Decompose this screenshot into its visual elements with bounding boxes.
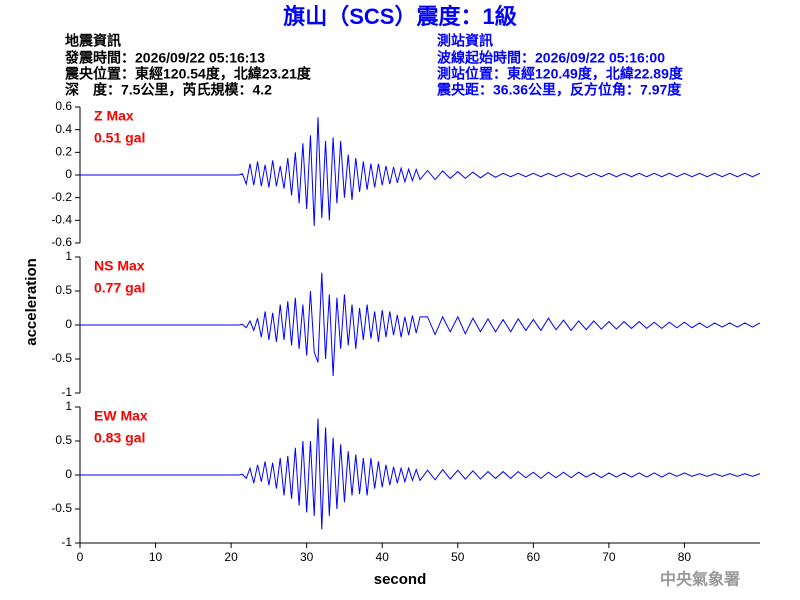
info-right: 測站資訊 波線起始時間：2026/09/22 05:16:00 測站位置：東經1…: [436, 33, 684, 98]
y-tick-label: 0: [65, 317, 72, 331]
x-tick-label: 60: [527, 550, 541, 564]
component-label: EW Max: [94, 408, 148, 424]
x-tick-label: 30: [300, 550, 314, 564]
waveform: [80, 272, 761, 377]
y-tick-label: -0.5: [51, 501, 72, 515]
info-line: 地震資訊: [65, 33, 121, 49]
y-tick-label: 1: [65, 249, 72, 263]
max-label: 0.83 gal: [94, 430, 145, 446]
y-axis-label: acceleration: [23, 258, 40, 346]
y-tick-label: 0: [65, 467, 72, 481]
info-line: 震央位置：東經120.54度，北緯23.21度: [64, 66, 312, 82]
info-line: 震央距：36.36公里，反方位角：7.97度: [436, 82, 682, 98]
info-line: 測站資訊: [437, 33, 493, 49]
info-line: 深 度：7.5公里，芮氏規模：4.2: [65, 82, 272, 98]
x-tick-label: 0: [77, 550, 84, 564]
waveform: [80, 418, 761, 530]
y-tick-label: 0.2: [55, 145, 72, 159]
component-label: Z Max: [94, 108, 134, 124]
x-tick-label: 70: [602, 550, 616, 564]
x-tick-label: 10: [149, 550, 163, 564]
y-tick-label: -1: [61, 385, 72, 399]
x-axis-label: second: [374, 571, 427, 588]
y-tick-label: 0.5: [55, 283, 72, 297]
y-tick-label: -0.4: [51, 213, 72, 227]
component-label: NS Max: [94, 258, 145, 274]
x-tick-label: 20: [224, 550, 238, 564]
waveform: [80, 117, 761, 227]
info-left: 地震資訊 發震時間：2026/09/22 05:16:13 震央位置：東經120…: [64, 33, 312, 98]
x-tick-label: 80: [678, 550, 692, 564]
y-tick-label: -0.6: [51, 235, 72, 249]
y-tick-label: 0.6: [55, 99, 72, 113]
max-label: 0.51 gal: [94, 130, 145, 146]
info-line: 發震時間：2026/09/22 05:16:13: [64, 50, 265, 66]
y-tick-label: -0.5: [51, 351, 72, 365]
info-line: 測站位置：東經120.49度，北緯22.89度: [437, 66, 684, 82]
x-tick-label: 50: [451, 550, 465, 564]
y-tick-label: 0: [65, 167, 72, 181]
max-label: 0.77 gal: [94, 280, 145, 296]
x-tick-label: 40: [376, 550, 390, 564]
chart-title: 旗山（SCS）震度：1級: [283, 4, 516, 29]
info-line: 波線起始時間：2026/09/22 05:16:00: [437, 50, 665, 66]
y-tick-label: -1: [61, 535, 72, 549]
y-tick-label: 0.5: [55, 433, 72, 447]
y-tick-label: 0.4: [55, 122, 72, 136]
y-tick-label: -0.2: [51, 190, 72, 204]
y-tick-label: 1: [65, 399, 72, 413]
footer: 中央氣象署: [660, 570, 740, 589]
